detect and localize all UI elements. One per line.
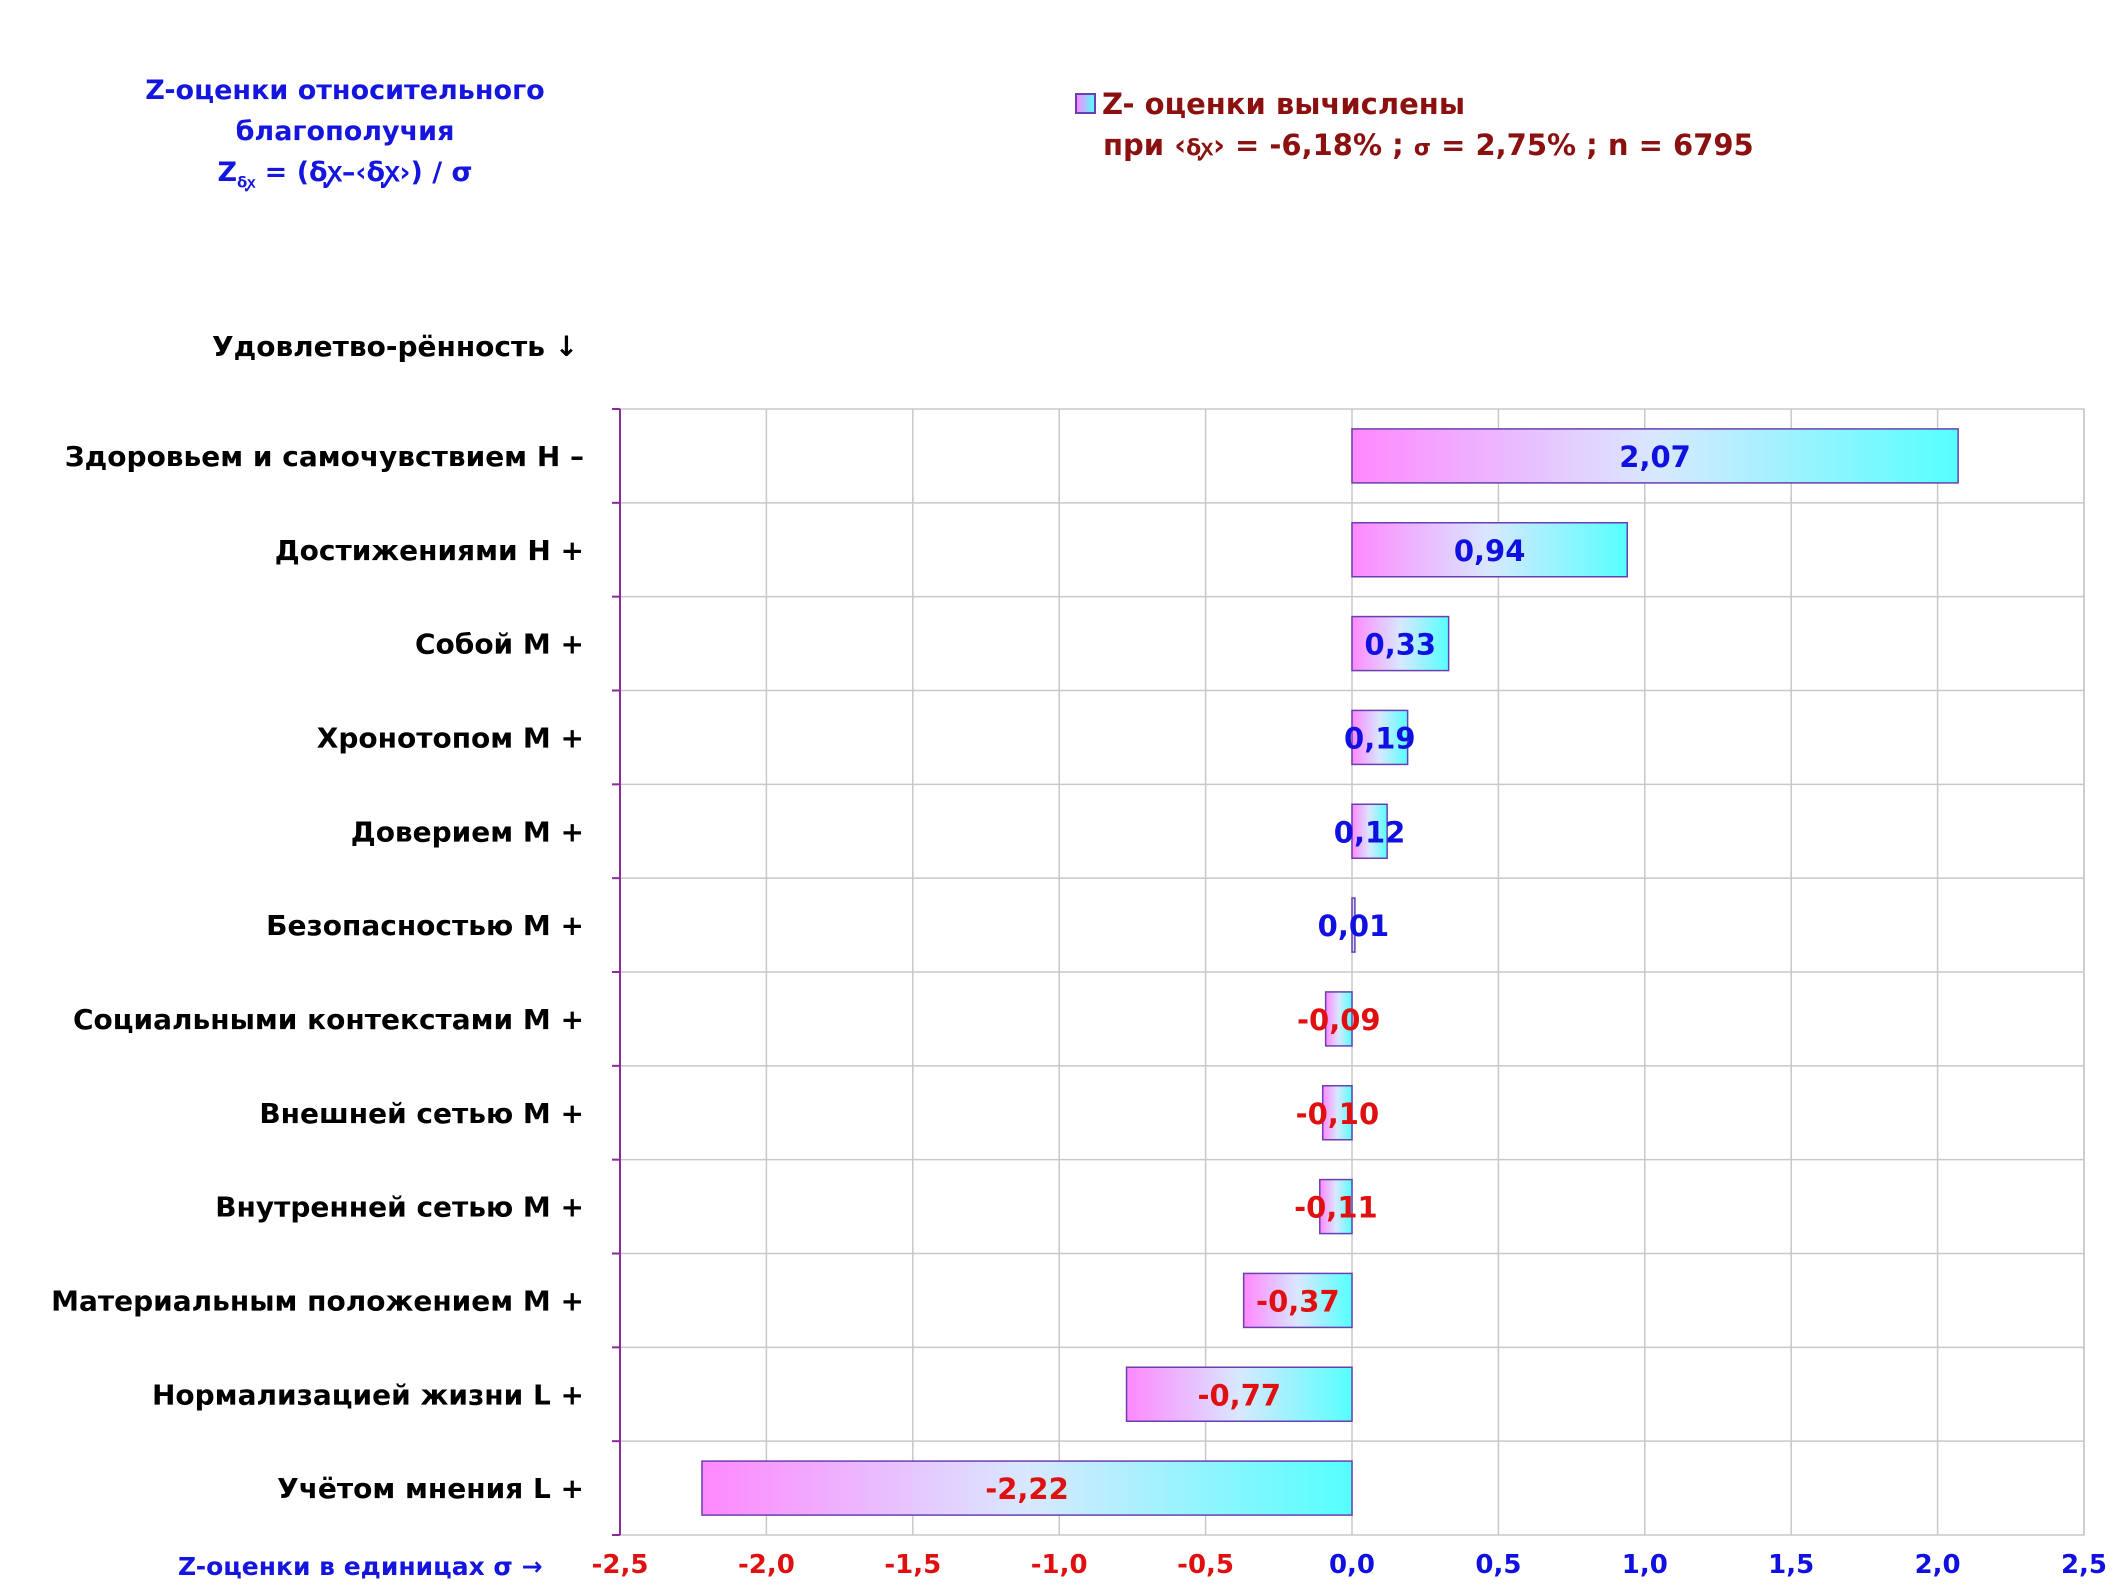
- bar-value-label: -0,11: [1294, 1191, 1378, 1225]
- bars: [701, 428, 1959, 1516]
- category-label: Собой M +: [415, 628, 584, 661]
- formula-z: Z: [217, 157, 238, 188]
- x-tick-label: 0,5: [1475, 1550, 1521, 1580]
- x-tick-label: -0,5: [1177, 1550, 1234, 1580]
- bar: [1351, 803, 1388, 859]
- legend-params-prefix: при ‹: [1103, 128, 1187, 162]
- legend-params: при ‹δꭙ› = -6,18% ; σ = 2,75% ; n = 6795: [1075, 125, 1754, 169]
- bar-value-label: 2,07: [1619, 440, 1691, 474]
- x-axis-caption: Z-оценки в единицах σ →: [178, 1552, 543, 1581]
- bar: [1351, 522, 1628, 578]
- bar-value-label: -0,09: [1297, 1003, 1381, 1037]
- legend-params-tail: = 2,75% ; n = 6795: [1430, 128, 1754, 162]
- bar: [1351, 897, 1356, 953]
- bar: [1242, 1272, 1353, 1329]
- bar-value-label: 0,33: [1365, 628, 1437, 662]
- legend-params-sigma: σ: [1413, 136, 1431, 161]
- title-formula: Zδꭙ = (δꭙ–‹δꭙ›) / σ: [120, 152, 570, 203]
- x-tick-label: 1,0: [1622, 1550, 1668, 1580]
- legend-series-name: Z- оценки вычислены: [1102, 87, 1466, 121]
- x-tick-label: 2,5: [2061, 1550, 2107, 1580]
- category-label: Внешней сетью M +: [259, 1097, 584, 1130]
- bar: [1319, 1178, 1353, 1235]
- x-tick-label: 0,0: [1329, 1550, 1375, 1580]
- bar-value-label: 0,12: [1334, 815, 1406, 849]
- bar-value-label: -2,22: [985, 1472, 1069, 1506]
- x-tick-label: 2,0: [1915, 1550, 1961, 1580]
- category-label: Достижениями H +: [275, 534, 584, 567]
- legend-params-delta: δꭙ: [1186, 136, 1213, 161]
- title-line-1: Z-оценки относительного: [145, 75, 545, 106]
- bar-value-label: 0,19: [1344, 721, 1416, 755]
- bar-value-label: 0,94: [1454, 534, 1526, 568]
- category-label: Здоровьем и самочувствием H –: [65, 440, 584, 473]
- x-tick-label: -1,0: [1031, 1550, 1088, 1580]
- formula-subscript: δꭙ: [237, 173, 256, 192]
- bar-value-label: -0,77: [1197, 1378, 1281, 1412]
- legend-params-rest: › = -6,18% ;: [1212, 128, 1414, 162]
- legend: Z- оценки вычислены при ‹δꭙ› = -6,18% ; …: [1075, 84, 1754, 169]
- bar-value-label: -0,10: [1296, 1097, 1380, 1131]
- bar-value-label: 0,01: [1318, 909, 1390, 943]
- grid: [612, 408, 2085, 1536]
- bar: [1321, 1085, 1353, 1141]
- category-label: Нормализацией жизни L +: [152, 1378, 584, 1411]
- formula-rest: = (δꭙ–‹δꭙ›) / σ: [255, 157, 473, 188]
- category-label: Доверием M +: [351, 815, 584, 848]
- x-tick-label: -2,5: [592, 1550, 649, 1580]
- bar: [1324, 991, 1353, 1047]
- category-label: Внутренней сетью M +: [215, 1191, 584, 1224]
- x-tick-label: -1,5: [884, 1550, 941, 1580]
- legend-swatch: [1075, 92, 1096, 114]
- category-label: Учётом мнения L +: [277, 1472, 584, 1505]
- legend-entry: Z- оценки вычислены: [1075, 84, 1754, 125]
- bar: [701, 1460, 1353, 1516]
- bar: [1351, 615, 1450, 672]
- category-label: Социальными контекстами M +: [73, 1003, 584, 1036]
- y-axis-caption: Удовлетво-рённость ↓: [212, 330, 579, 363]
- x-tick-label: 1,5: [1768, 1550, 1814, 1580]
- category-label: Безопасностью M +: [266, 909, 584, 942]
- x-tick-label: -2,0: [738, 1550, 795, 1580]
- labels: -2,5 -2,0 -1,5 -1,0 -0,5 0,0 0,5 1,0 1,5 2,0 2,5 2,…: [51, 440, 2107, 1580]
- title-line-2: благополучия: [235, 116, 455, 147]
- chart-title: Z-оценки относительного благополучия Zδꭙ…: [120, 70, 570, 203]
- bar: [1351, 428, 1959, 484]
- bar: [1125, 1366, 1353, 1422]
- category-label: Хронотопом M +: [317, 721, 584, 754]
- bar-value-label: -0,37: [1256, 1284, 1340, 1318]
- category-label: Материальным положением M +: [51, 1284, 584, 1317]
- bar: [1351, 709, 1409, 766]
